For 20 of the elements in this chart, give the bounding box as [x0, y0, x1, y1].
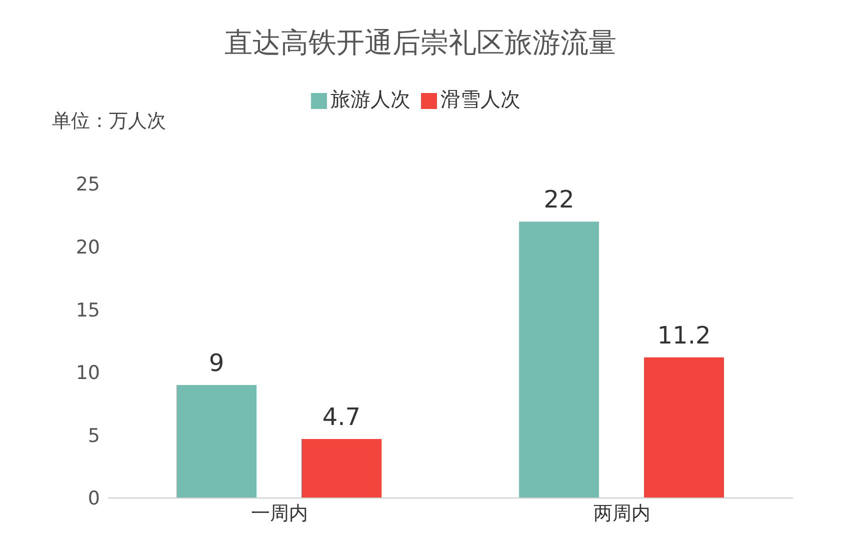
y-tick-label: 10: [76, 362, 100, 384]
legend-label: 滑雪人次: [440, 87, 520, 111]
bar: [176, 384, 256, 498]
y-axis-title: 单位：万人次: [52, 109, 166, 134]
y-tick-label: 20: [76, 236, 100, 259]
y-tick-label: 5: [88, 424, 100, 447]
legend-label: 旅游人次: [330, 87, 410, 111]
data-label: 4.7: [322, 402, 361, 431]
data-label: 11.2: [657, 321, 711, 350]
data-label: 22: [544, 186, 574, 214]
bar: [302, 438, 382, 498]
bar: [644, 357, 724, 498]
data-label: 9: [208, 348, 224, 377]
y-tick-label: 0: [88, 488, 100, 510]
x-tick-label: 两周内: [593, 502, 650, 524]
chart-title: 直达高铁开通后崇礼区旅游流量: [224, 25, 618, 61]
y-tick-label: 15: [76, 299, 100, 322]
x-tick-label: 一周内: [250, 502, 308, 524]
bar: [519, 222, 599, 498]
y-tick-label: 25: [76, 174, 100, 196]
